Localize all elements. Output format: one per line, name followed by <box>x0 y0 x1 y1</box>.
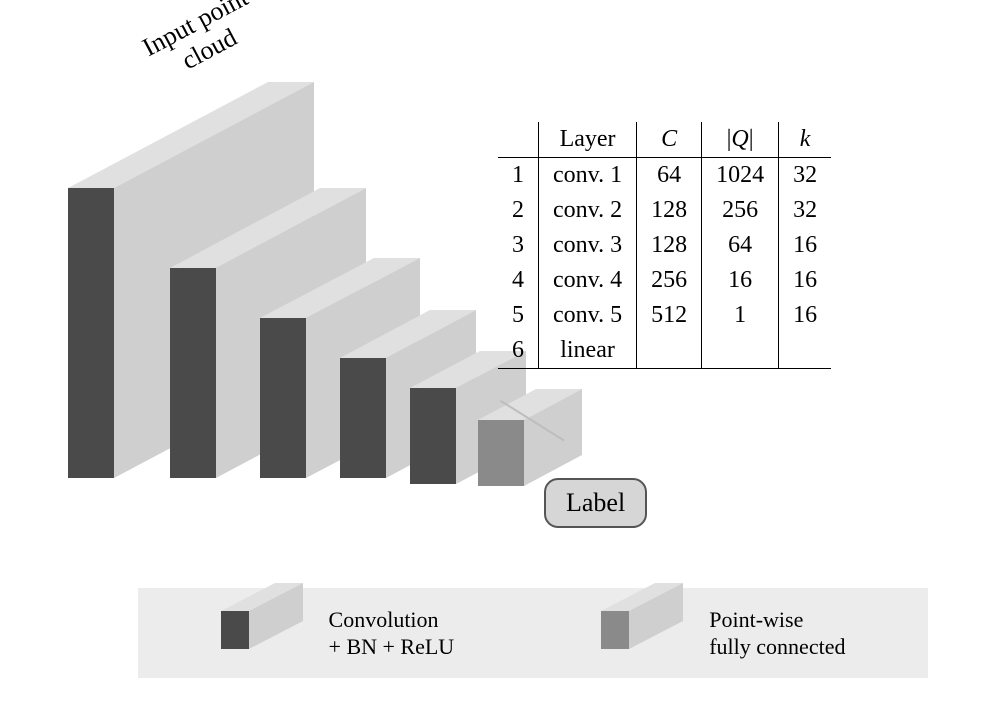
table-cell: 16 <box>779 228 832 263</box>
table-cell: 512 <box>637 298 702 333</box>
diagram-canvas: Input point cloudLayerC|Q|k1conv. 164102… <box>0 0 1000 701</box>
table-cell: 16 <box>779 263 832 298</box>
legend: Convolution + BN + ReLU Point-wise fully … <box>138 588 928 678</box>
block-front-face <box>221 611 249 649</box>
table-row: 6linear <box>498 333 831 369</box>
legend-text: Point-wise fully connected <box>709 606 845 661</box>
table-cell <box>779 333 832 369</box>
table-header: Layer <box>539 122 637 158</box>
table-header: k <box>779 122 832 158</box>
table-cell: 128 <box>637 228 702 263</box>
table-cell: conv. 5 <box>539 298 637 333</box>
table-row: 3conv. 31286416 <box>498 228 831 263</box>
table-row: 1conv. 164102432 <box>498 158 831 194</box>
table-cell: 1 <box>498 158 539 194</box>
table-cell: 256 <box>637 263 702 298</box>
block-front-face <box>68 188 114 478</box>
table-cell: 32 <box>779 158 832 194</box>
block-front-face <box>410 388 456 484</box>
table-cell: 1024 <box>702 158 779 194</box>
legend-item: Convolution + BN + ReLU <box>221 605 455 661</box>
table-cell: 4 <box>498 263 539 298</box>
block-front-face <box>340 358 386 478</box>
table-cell: linear <box>539 333 637 369</box>
table-cell: conv. 2 <box>539 193 637 228</box>
table-cell: 1 <box>702 298 779 333</box>
legend-conv-swatch <box>221 605 311 661</box>
table-cell: 256 <box>702 193 779 228</box>
table-cell: 2 <box>498 193 539 228</box>
legend-fc-swatch <box>601 605 691 661</box>
table-cell: conv. 3 <box>539 228 637 263</box>
table-cell: conv. 4 <box>539 263 637 298</box>
table-row: 4conv. 42561616 <box>498 263 831 298</box>
legend-item: Point-wise fully connected <box>601 605 845 661</box>
table-cell: 64 <box>637 158 702 194</box>
table-cell: 5 <box>498 298 539 333</box>
table-cell: 16 <box>779 298 832 333</box>
table-cell: 6 <box>498 333 539 369</box>
table-cell: 64 <box>702 228 779 263</box>
table-cell: 3 <box>498 228 539 263</box>
block-front-face <box>260 318 306 478</box>
table-cell: 32 <box>779 193 832 228</box>
input-caption: Input point cloud <box>138 0 268 89</box>
table-cell: 128 <box>637 193 702 228</box>
architecture-table: LayerC|Q|k1conv. 1641024322conv. 2128256… <box>498 122 831 369</box>
table-cell: 16 <box>702 263 779 298</box>
legend-text: Convolution + BN + ReLU <box>329 606 455 661</box>
block-front-face <box>601 611 629 649</box>
block-front-face <box>170 268 216 478</box>
table-header: C <box>637 122 702 158</box>
table-header: |Q| <box>702 122 779 158</box>
table-row: 5conv. 5512116 <box>498 298 831 333</box>
table-cell <box>702 333 779 369</box>
output-label: Label <box>544 478 647 528</box>
table-cell <box>637 333 702 369</box>
block-front-face <box>478 420 524 486</box>
table-header <box>498 122 539 158</box>
table-cell: conv. 1 <box>539 158 637 194</box>
table-row: 2conv. 212825632 <box>498 193 831 228</box>
